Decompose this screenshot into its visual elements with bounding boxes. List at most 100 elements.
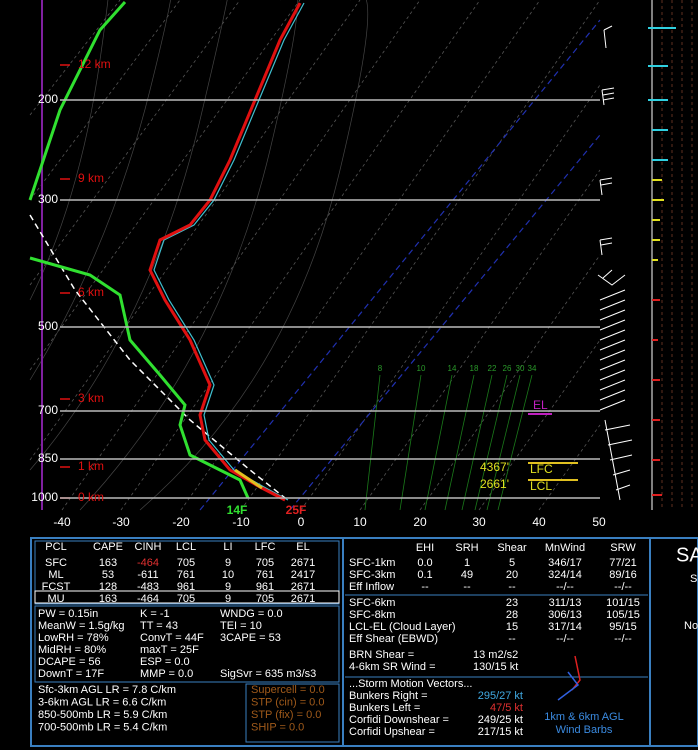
side-text: S [690,573,697,585]
lfc-height: 4367' [480,460,509,474]
parcel-cell: 705 [256,557,274,569]
el-label: EL [533,398,548,412]
kinematic-cell: 95/15 [609,621,637,633]
height-label: 0 km [78,490,104,504]
pressure-label: 200 [38,92,58,106]
parcel-cell: 2671 [291,557,315,569]
pressure-label: 700 [38,403,58,417]
skewt-frame [28,0,693,511]
kinematic-cell: 311/13 [549,597,582,609]
parcel-cell: FCST [42,581,71,593]
temperature-label: 50 [592,515,606,529]
kinematic-label: BRN Shear = [349,649,414,661]
kinematic-label: SFC-8km [349,609,395,621]
storm-motion-value: 217/15 kt [478,726,523,738]
kinematic-header: Shear [497,542,527,554]
parcel-header: CINH [135,541,162,553]
thermo-param: PW = 0.15in [38,608,98,620]
parcel-cell: 9 [225,557,231,569]
parcel-cell: -611 [137,569,158,581]
pressure-label: 850 [38,451,58,465]
lapse-rate: Sfc-3km AGL LR = 7.8 C/km [38,684,176,696]
parcel-cell: 53 [102,569,114,581]
kinematic-cell: 23 [506,597,518,609]
temperature-label: 20 [413,515,427,529]
composite-param: STP (fix) = 0.0 [251,709,321,721]
thermo-param: ESP = 0.0 [140,656,190,668]
temperature-surface: 25F [286,503,307,517]
storm-motion-value: 249/25 kt [478,714,523,726]
kinematic-label: SFC-3km [349,569,395,581]
lcl-height: 2661' [480,477,509,491]
barb-caption: Wind Barbs [556,724,613,736]
parcel-cell: -464 [137,593,159,605]
thermo-param: MeanW = 1.5g/kg [38,620,125,632]
parcel-header: EL [296,541,309,553]
parcel-cell: 9 [225,593,231,605]
lcl-label: LCL [530,479,552,493]
lapse-rate: 850-500mb LR = 5.9 C/km [38,709,167,721]
lfc-label: LFC [530,462,553,476]
temperature-label: 30 [472,515,486,529]
parcel-cell: 761 [177,569,195,581]
kinematic-cell: 346/17 [548,557,582,569]
thermo-param: WNDG = 0.0 [220,608,283,620]
thermo-param: LowRH = 78% [38,632,109,644]
parcel-cell: MU [47,593,64,605]
parcel-header: CAPE [93,541,123,553]
temperature-label: -20 [172,515,190,529]
thermo-param: DownT = 17F [38,668,104,680]
thermo-param: TEI = 10 [220,620,262,632]
parcel-header: LI [223,541,232,553]
parcel-cell: 705 [177,557,195,569]
kinematic-label: SFC-1km [349,557,395,569]
thermo-param: TT = 43 [140,620,178,632]
mini-hodograph [557,655,581,701]
kinematic-label: Eff Shear (EBWD) [349,633,438,645]
parcel-cell: 705 [177,593,195,605]
parcel-cell: 163 [99,593,117,605]
height-label: 6 km [78,285,104,299]
lapse-rate: 3-6km AGL LR = 6.6 C/km [38,696,166,708]
kinematic-cell: 1 [464,557,470,569]
storm-motion-label: Bunkers Left = [349,702,420,714]
kinematic-cell: 77/21 [609,557,637,569]
panel-frame [30,537,698,747]
temperature-label: -40 [53,515,71,529]
dewpoint-surface: 14F [227,503,248,517]
barb-caption: 1km & 6km AGL [544,711,623,723]
kinematic-cell: 0.1 [417,569,432,581]
thermo-param: K = -1 [140,608,170,620]
height-label: 12 km [78,57,111,71]
storm-motion-label: Bunkers Right = [349,690,428,702]
thermo-param: MidRH = 80% [38,644,106,656]
temperature-label: 0 [298,515,305,529]
kinematic-cell: --/-- [614,633,632,645]
parcel-cell: 10 [222,569,234,581]
storm-motion-value: 47/5 kt [490,702,523,714]
kinematic-cell: 49 [461,569,473,581]
kinematic-cell: 28 [506,609,518,621]
storm-motion-value: 295/27 kt [478,690,523,702]
kinematic-cell: 0.0 [417,557,432,569]
lapse-rate: 700-500mb LR = 5.4 C/km [38,721,167,733]
mixing-label: 14 [448,364,457,373]
kinematic-header: SRH [455,542,478,554]
pressure-label: 500 [38,319,58,333]
thermo-param: ConvT = 44F [140,632,204,644]
parcel-cell: 163 [99,557,117,569]
side-text: No [684,620,698,632]
height-label: 3 km [78,391,104,405]
parcel-cell: 2671 [291,581,315,593]
temperature-label: -30 [112,515,130,529]
parcel-cell: 761 [256,569,274,581]
mixing-label: 22 [488,364,497,373]
parcel-cell: 128 [99,581,117,593]
kinematic-label: SFC-6km [349,597,395,609]
kinematic-cell: -- [463,581,471,593]
parcel-cell: -464 [137,557,159,569]
kinematic-cell: 89/16 [609,569,637,581]
kinematic-cell: 317/14 [548,621,582,633]
kinematic-cell: 20 [506,569,518,581]
